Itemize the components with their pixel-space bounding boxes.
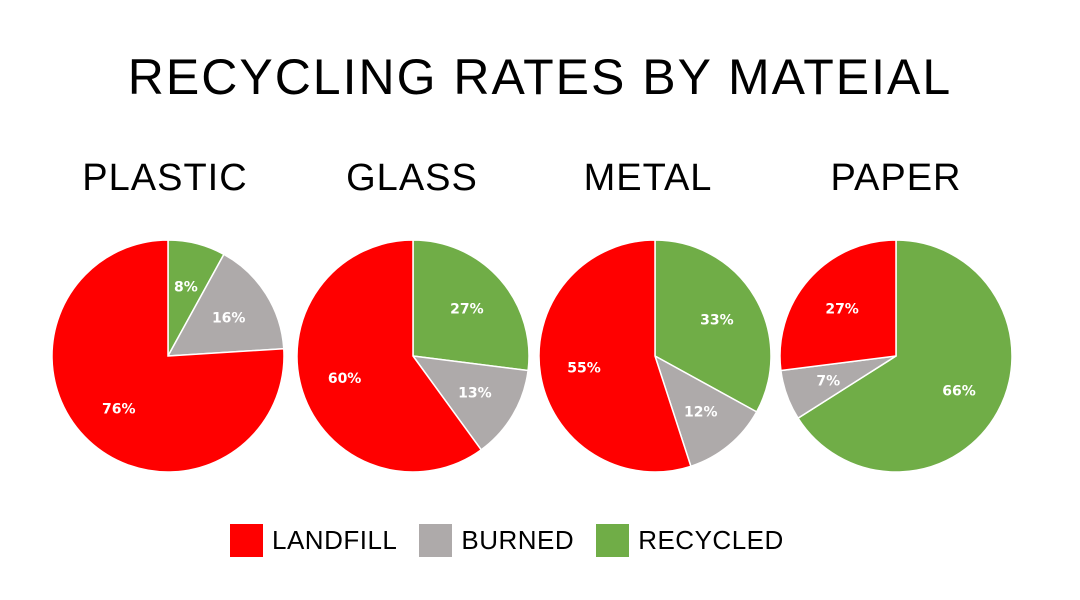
pie-label-glass-landfill: 60%: [328, 371, 362, 387]
pie-slice-glass-recycled: [412, 239, 530, 372]
pie-label-paper-burned: 7%: [816, 373, 840, 389]
pie-label-metal-landfill: 55%: [567, 360, 601, 376]
pie-slice-glass-burned: [411, 355, 529, 451]
page-title: RECYCLING RATES BY MATEIAL: [127, 49, 953, 105]
chart-title-plastic: PLASTIC: [82, 157, 248, 199]
pie-label-plastic-recycled: 8%: [174, 279, 198, 295]
chart-title-metal: METAL: [583, 157, 713, 199]
pie-label-paper-recycled: 66%: [942, 384, 976, 400]
pie-slice-plastic-landfill: [51, 239, 285, 473]
pie-label-glass-burned: 13%: [458, 386, 492, 402]
pie-slice-glass-landfill: [296, 239, 483, 473]
pie-slice-metal-recycled: [654, 239, 772, 413]
legend-swatch-burned: [419, 523, 453, 557]
legend-swatch-landfill: [230, 523, 263, 557]
pie-label-paper-landfill: 27%: [825, 301, 859, 317]
pie-label-metal-burned: 12%: [684, 404, 718, 420]
chart-title-paper: PAPER: [830, 157, 962, 199]
legend: LANDFILL BURNED RECYCLED: [230, 522, 806, 558]
legend-label-landfill: LANDFILL: [272, 524, 398, 555]
legend-label-burned: BURNED: [461, 524, 575, 555]
legend-item-recycled: RECYCLED: [596, 523, 784, 557]
pie-slice-paper-recycled: [797, 239, 1013, 473]
pie-label-plastic-burned: 16%: [212, 311, 246, 327]
pie-label-metal-recycled: 33%: [700, 312, 734, 328]
pie-label-plastic-landfill: 76%: [102, 401, 136, 417]
legend-swatch-recycled: [596, 523, 630, 557]
legend-item-burned: BURNED: [419, 523, 575, 557]
pie-slice-metal-burned: [653, 354, 758, 468]
pie-slice-metal-landfill: [538, 239, 692, 473]
pie-slice-paper-landfill: [779, 239, 897, 372]
pie-label-glass-recycled: 27%: [450, 301, 484, 317]
legend-label-recycled: RECYCLED: [638, 524, 784, 555]
legend-item-landfill: LANDFILL: [230, 523, 398, 557]
pie-slice-plastic-burned: [166, 253, 285, 357]
chart-title-glass: GLASS: [346, 157, 478, 199]
